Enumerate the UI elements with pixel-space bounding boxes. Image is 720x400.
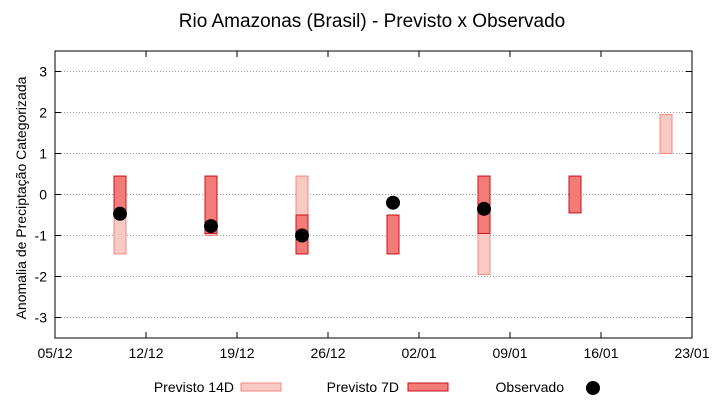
legend-swatch [586, 381, 600, 395]
x-tick-label: 19/12 [219, 345, 254, 361]
observado-point [113, 206, 127, 221]
y-tick-label: 2 [39, 105, 47, 121]
observado-point [386, 195, 400, 210]
observado-point [204, 219, 218, 234]
observado-series [113, 195, 491, 243]
previsto-14d-bar [659, 114, 673, 155]
x-tick-label: 12/12 [128, 345, 163, 361]
grid-lines [55, 71, 692, 318]
legend: Previsto 14D Previsto 7D Observado [154, 379, 600, 395]
x-tick-label: 02/01 [401, 345, 436, 361]
previsto-7d-bar [386, 214, 400, 255]
x-tick-label: 05/12 [37, 345, 72, 361]
x-tick-label: 23/01 [674, 345, 709, 361]
x-axis: 05/12 12/12 19/12 26/12 02/01 09/01 16/01 23/01 [37, 51, 710, 361]
previsto-7d-series [113, 175, 582, 255]
legend-label: Previsto 7D [327, 379, 399, 395]
legend-label: Previsto 14D [154, 379, 234, 395]
y-tick-label: -1 [35, 228, 48, 244]
previsto-7d-bar [204, 175, 218, 234]
observado-point [477, 201, 491, 216]
y-tick-label: -2 [35, 269, 48, 285]
y-axis: -3 -2 -1 0 1 2 3 [35, 64, 692, 326]
y-axis-label: Anomalia de Preciptação Categorizada [13, 76, 29, 319]
y-tick-label: 3 [39, 64, 47, 80]
legend-swatch [240, 382, 282, 392]
y-tick-label: -3 [35, 310, 48, 326]
y-tick-label: 1 [39, 146, 47, 162]
x-tick-label: 16/01 [583, 345, 618, 361]
chart-title: Rio Amazonas (Brasil) - Previsto x Obser… [179, 11, 565, 32]
observado-point [295, 228, 309, 243]
x-tick-label: 26/12 [310, 345, 345, 361]
y-tick-label: 0 [39, 187, 47, 203]
legend-swatch [407, 382, 449, 392]
previsto-7d-bar [568, 175, 582, 214]
x-tick-label: 09/01 [492, 345, 527, 361]
legend-label: Observado [496, 379, 565, 395]
